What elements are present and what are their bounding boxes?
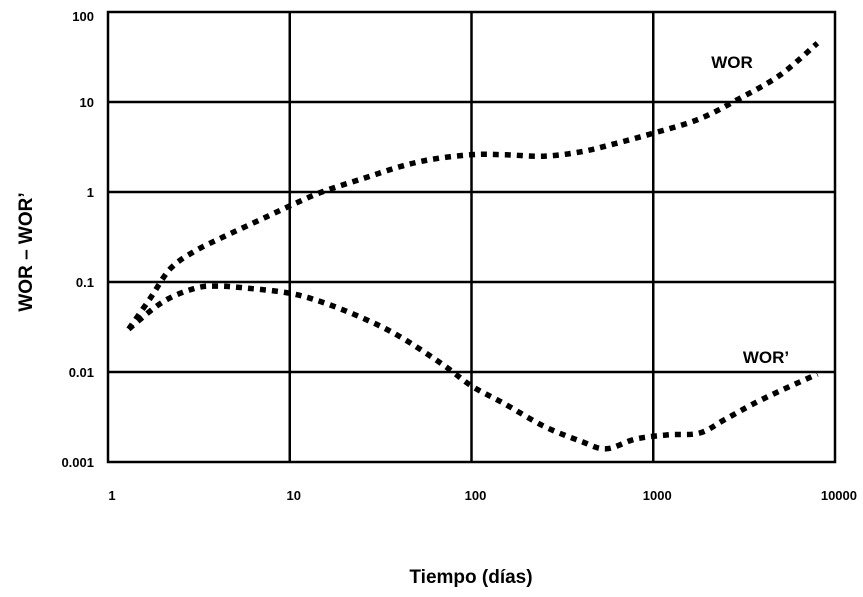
series-layer (126, 41, 820, 452)
y-tick-label: 0.001 (61, 455, 94, 470)
y-axis-title: WOR – WOR’ (16, 192, 37, 311)
x-tick-label: 10 (287, 488, 301, 503)
y-tick-labels: 0.001 0.01 0.1 1 10 100 (61, 9, 94, 470)
x-tick-label: 1 (108, 488, 115, 503)
y-tick-label: 0.1 (76, 275, 94, 290)
x-tick-labels: 1 10 100 1000 10000 (108, 488, 857, 503)
series-line-wor-prime (126, 283, 819, 452)
y-tick-label: 10 (80, 95, 94, 110)
x-axis-title: Tiempo (días) (409, 567, 532, 588)
series-line-wor (126, 41, 820, 331)
plot-frame (106, 10, 837, 464)
series-label-wor: WOR (711, 53, 753, 72)
x-tick-label: 1000 (643, 488, 672, 503)
x-tick-label: 100 (465, 488, 487, 503)
y-tick-label: 0.01 (69, 365, 94, 380)
y-tick-label: 1 (87, 185, 94, 200)
x-tick-label: 10000 (821, 488, 857, 503)
series-label-wor-prime: WOR’ (743, 348, 789, 367)
grid-lines (108, 12, 835, 462)
series-labels: WOR WOR’ (711, 53, 789, 367)
y-tick-label: 100 (72, 9, 94, 24)
